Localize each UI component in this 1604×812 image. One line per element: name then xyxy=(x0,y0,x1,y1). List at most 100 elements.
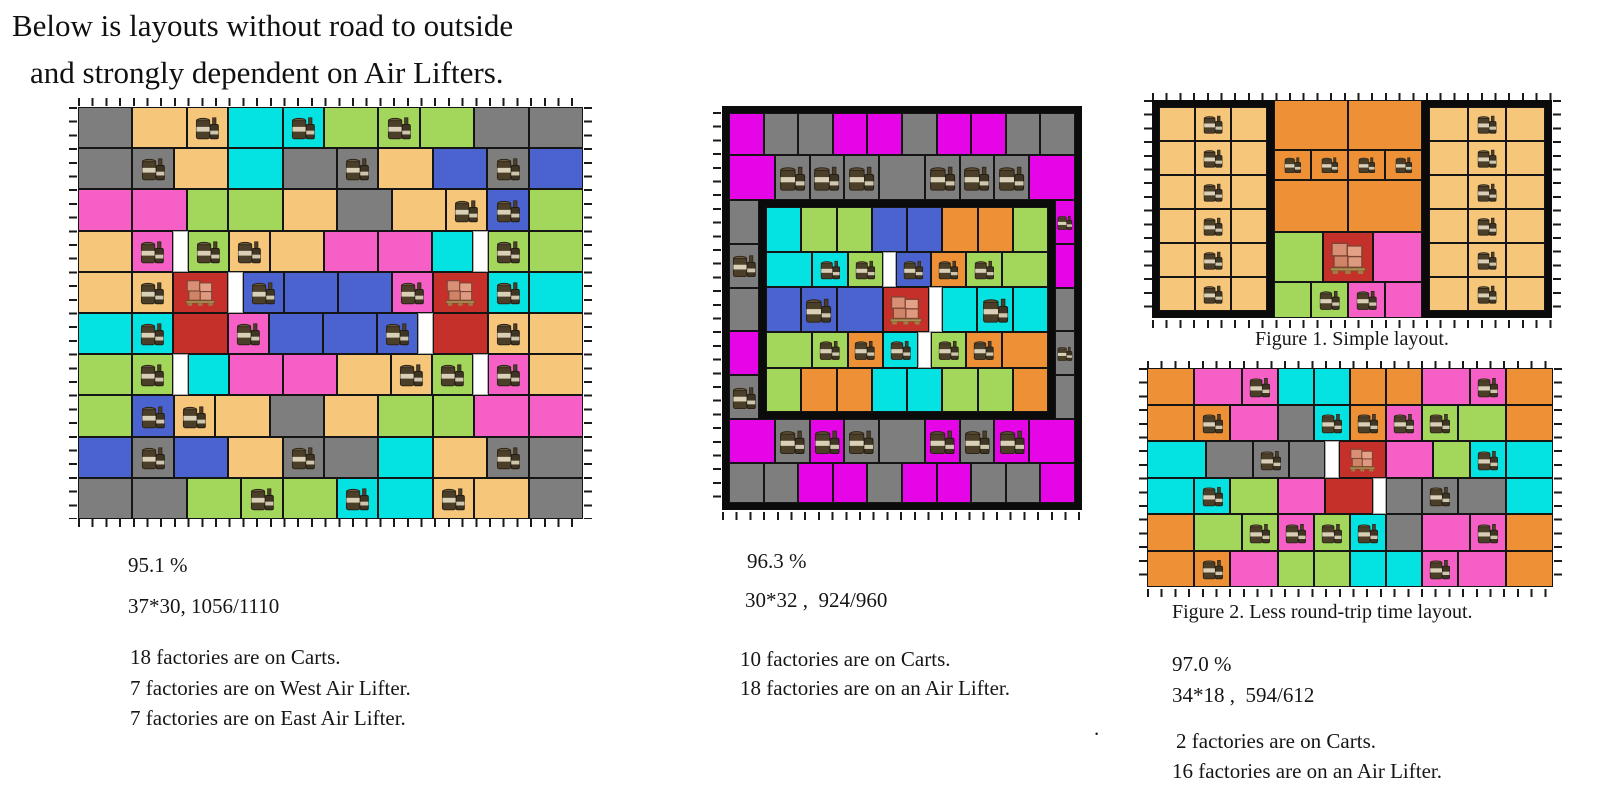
figure1-west-block xyxy=(1152,100,1274,318)
tile-cell xyxy=(1274,100,1348,150)
road-cell xyxy=(1325,441,1339,478)
tile-cell xyxy=(1372,232,1422,282)
middle-note-lifter: 18 factories are on an Air Lifter. xyxy=(740,676,1010,700)
tile-cell xyxy=(1386,368,1423,405)
tile-cell xyxy=(1458,477,1506,514)
tile-cell xyxy=(378,230,432,272)
right-efficiency-stat: 97.0 % xyxy=(1172,652,1232,676)
factory-cell xyxy=(487,436,529,478)
tile-cell xyxy=(867,113,902,155)
factory-cell xyxy=(186,107,229,149)
tile-cell xyxy=(283,271,339,314)
tile-cell xyxy=(1506,209,1546,243)
tile-cell xyxy=(282,189,338,231)
tile-cell xyxy=(78,477,133,520)
air-lifter-cell xyxy=(433,271,488,314)
factory-cell xyxy=(847,332,883,368)
tile-cell xyxy=(766,252,813,287)
tile-cell xyxy=(907,207,943,252)
tile-cell xyxy=(1230,404,1278,441)
middle-grid-bottom-ring xyxy=(729,419,1075,503)
ruler-ticks-right xyxy=(584,107,592,519)
air-lifter-cell xyxy=(882,287,930,332)
tile-cell xyxy=(801,207,837,252)
tile-cell xyxy=(432,230,473,272)
tile-cell xyxy=(971,113,1006,155)
tile-cell xyxy=(1458,550,1506,587)
tile-cell xyxy=(1159,277,1195,311)
tile-cell xyxy=(1348,180,1422,232)
ruler-ticks-left xyxy=(69,107,77,519)
factory-cell xyxy=(1194,404,1231,441)
tile-cell xyxy=(78,354,132,396)
middle-grid-top-ring xyxy=(729,113,1075,200)
factory-cell xyxy=(774,419,810,463)
tile-cell xyxy=(1029,419,1075,463)
stray-dot: . xyxy=(1094,716,1100,740)
tile-cell xyxy=(228,436,283,478)
middle-note-carts: 10 factories are on Carts. xyxy=(740,647,951,671)
factory-cell xyxy=(931,332,967,368)
tile-cell xyxy=(378,477,433,520)
tile-cell xyxy=(1505,477,1553,514)
factory-cell xyxy=(378,107,420,149)
ruler-ticks-bottom xyxy=(1152,320,1552,328)
road-cell xyxy=(173,230,188,272)
tile-cell xyxy=(836,207,872,252)
tile-cell xyxy=(528,477,584,520)
tile-cell xyxy=(1385,282,1422,318)
title-line-2: and strongly dependent on Air Lifters. xyxy=(30,55,504,90)
ruler-ticks-left xyxy=(713,112,721,504)
tile-cell xyxy=(729,287,759,332)
road-cell xyxy=(227,271,243,314)
tile-cell xyxy=(282,477,338,520)
main-layout-grid xyxy=(78,107,584,520)
title-line-1: Below is layouts without road to outside xyxy=(12,8,514,43)
tile-cell xyxy=(1231,175,1267,209)
air-lifter-cell xyxy=(1338,441,1387,478)
tile-cell xyxy=(836,368,872,412)
tile-cell xyxy=(528,271,583,314)
tile-cell xyxy=(1147,514,1195,551)
factory-cell xyxy=(1313,404,1350,441)
tile-cell xyxy=(1005,113,1041,155)
tile-cell xyxy=(432,436,488,478)
tile-cell xyxy=(378,395,433,437)
factory-cell xyxy=(895,252,932,287)
tile-cell xyxy=(1159,175,1195,209)
middle-layout-grid xyxy=(722,106,1082,510)
factory-cell xyxy=(1194,550,1231,587)
factory-cell xyxy=(1467,277,1507,311)
factory-cell xyxy=(994,419,1030,463)
road-cell xyxy=(418,313,434,355)
tile-cell xyxy=(832,463,868,503)
tile-cell xyxy=(1506,243,1546,277)
tile-cell xyxy=(1055,287,1075,332)
tile-cell xyxy=(474,477,529,520)
factory-cell xyxy=(1277,514,1314,551)
factory-cell xyxy=(432,477,475,520)
middle-efficiency-stat: 96.3 % xyxy=(747,549,807,573)
factory-cell xyxy=(132,313,174,355)
factory-cell xyxy=(132,271,174,314)
tile-cell xyxy=(871,207,907,252)
factory-cell xyxy=(487,148,529,190)
right-note-carts: 2 factories are on Carts. xyxy=(1176,729,1377,753)
ruler-ticks-top xyxy=(1152,93,1552,101)
factory-cell xyxy=(966,332,1002,368)
tile-cell xyxy=(1277,404,1314,441)
factory-cell xyxy=(1422,404,1459,441)
left-note-carts: 18 factories are on Carts. xyxy=(130,645,341,669)
tile-cell xyxy=(186,189,229,231)
ruler-ticks-bottom xyxy=(722,512,1082,520)
middle-size-stat: 30*32 , 924/960 xyxy=(745,588,888,612)
factory-cell xyxy=(1467,209,1507,243)
tile-cell xyxy=(378,148,433,190)
factory-cell xyxy=(132,436,174,478)
ruler-ticks-right xyxy=(1554,368,1562,587)
tile-cell xyxy=(132,477,187,520)
tile-cell xyxy=(78,230,132,272)
figure1-grid xyxy=(1152,100,1552,318)
tile-cell xyxy=(528,436,584,478)
